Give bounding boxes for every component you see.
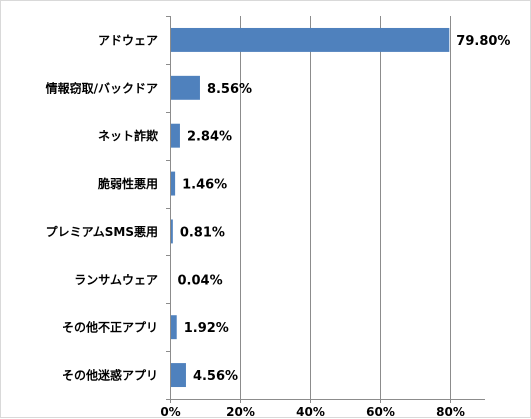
category-label-3: 脆弱性悪用 [97, 176, 158, 191]
bar-7 [170, 363, 186, 388]
category-label-1: 情報窃取/バックドア [46, 80, 158, 95]
data-label-6: 1.92% [184, 321, 229, 336]
x-tick-label-2: 40% [296, 405, 325, 419]
category-label-2: ネット詐欺 [98, 128, 158, 143]
gridlines [240, 16, 451, 399]
category-label-5: ランサムウェア [74, 273, 158, 287]
bar-2 [170, 123, 180, 148]
bar-4 [170, 219, 173, 244]
x-tick-label-4: 80% [436, 405, 465, 419]
bar-3 [170, 171, 176, 196]
data-label-0: 79.80% [456, 34, 510, 49]
data-label-7: 4.56% [193, 369, 238, 384]
bar-6 [170, 315, 177, 340]
x-tick-label-0: 0% [160, 405, 180, 419]
bar-1 [170, 75, 200, 100]
bar-0 [170, 27, 450, 52]
x-tick-labels: 0% 20% 40% 60% 80% [160, 405, 465, 419]
category-labels: アドウェア情報窃取/バックドアネット詐欺脆弱性悪用プレミアムSMS悪用ランサムウ… [46, 33, 158, 382]
data-label-1: 8.56% [207, 82, 252, 97]
x-tick-label-3: 60% [366, 405, 395, 419]
category-label-4: プレミアムSMS悪用 [46, 224, 158, 239]
bars [170, 27, 450, 388]
x-tick-label-1: 20% [226, 405, 255, 419]
data-label-2: 2.84% [187, 130, 232, 145]
data-label-3: 1.46% [182, 178, 227, 193]
data-label-5: 0.04% [178, 273, 223, 288]
category-label-7: その他迷惑アプリ [62, 368, 158, 383]
data-label-4: 0.81% [180, 225, 225, 240]
data-labels: 79.80% 8.56% 2.84% 1.46% 0.81% 0.04% 1.92% 4.56… [178, 34, 511, 384]
category-label-0: アドウェア [98, 33, 158, 47]
axes [166, 16, 485, 403]
category-label-6: その他不正アプリ [62, 320, 158, 335]
